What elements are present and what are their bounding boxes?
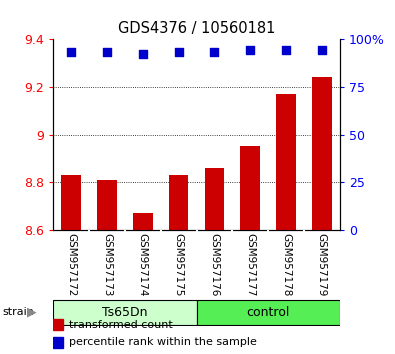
Bar bbox=[169, 175, 188, 230]
Point bbox=[319, 47, 325, 53]
Text: GSM957172: GSM957172 bbox=[66, 233, 76, 296]
Text: Ts65Dn: Ts65Dn bbox=[102, 306, 148, 319]
Point bbox=[211, 50, 218, 55]
Bar bbox=[53, 337, 63, 348]
Bar bbox=[205, 168, 224, 230]
Point bbox=[175, 50, 182, 55]
Point bbox=[68, 50, 74, 55]
Point bbox=[140, 51, 146, 57]
Bar bbox=[61, 175, 81, 230]
Bar bbox=[312, 77, 332, 230]
Text: GSM957179: GSM957179 bbox=[317, 233, 327, 296]
Bar bbox=[97, 180, 117, 230]
Text: ▶: ▶ bbox=[27, 306, 36, 319]
Text: strain: strain bbox=[2, 307, 34, 318]
Text: control: control bbox=[246, 306, 290, 319]
Text: transformed count: transformed count bbox=[69, 320, 173, 330]
FancyBboxPatch shape bbox=[53, 300, 197, 325]
Bar bbox=[276, 94, 296, 230]
Text: GSM957174: GSM957174 bbox=[138, 233, 148, 296]
Point bbox=[104, 50, 110, 55]
Text: percentile rank within the sample: percentile rank within the sample bbox=[69, 337, 257, 347]
Text: GSM957176: GSM957176 bbox=[209, 233, 219, 296]
FancyBboxPatch shape bbox=[197, 300, 340, 325]
Text: GSM957173: GSM957173 bbox=[102, 233, 112, 296]
Bar bbox=[241, 147, 260, 230]
Text: GSM957175: GSM957175 bbox=[174, 233, 184, 296]
Text: GSM957178: GSM957178 bbox=[281, 233, 291, 296]
Bar bbox=[133, 213, 152, 230]
Point bbox=[247, 47, 253, 53]
Point bbox=[283, 47, 289, 53]
Title: GDS4376 / 10560181: GDS4376 / 10560181 bbox=[118, 21, 275, 36]
Text: GSM957177: GSM957177 bbox=[245, 233, 255, 296]
Bar bbox=[53, 319, 63, 330]
